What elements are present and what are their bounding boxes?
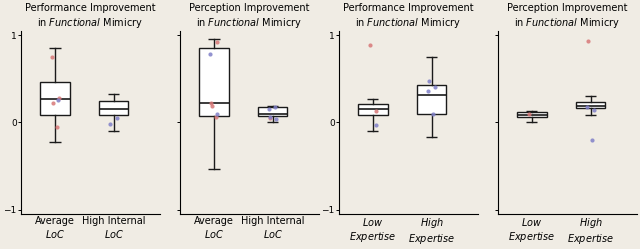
Bar: [517, 113, 547, 117]
Bar: [576, 102, 605, 108]
Bar: [199, 48, 228, 116]
Title: Performance Improvement
in $\it{Functional}$ Mimicry: Performance Improvement in $\it{Function…: [343, 3, 474, 30]
Bar: [358, 104, 388, 115]
Bar: [40, 82, 70, 115]
Bar: [258, 107, 287, 116]
Bar: [99, 101, 129, 115]
Title: Performance Improvement
in $\it{Functional}$ Mimicry: Performance Improvement in $\it{Function…: [25, 3, 156, 30]
Bar: [417, 85, 447, 114]
Title: Perception Improvement
in $\it{Functional}$ Mimicry: Perception Improvement in $\it{Functiona…: [189, 3, 310, 30]
Title: Perception Improvement
in $\it{Functional}$ Mimicry: Perception Improvement in $\it{Functiona…: [507, 3, 627, 30]
